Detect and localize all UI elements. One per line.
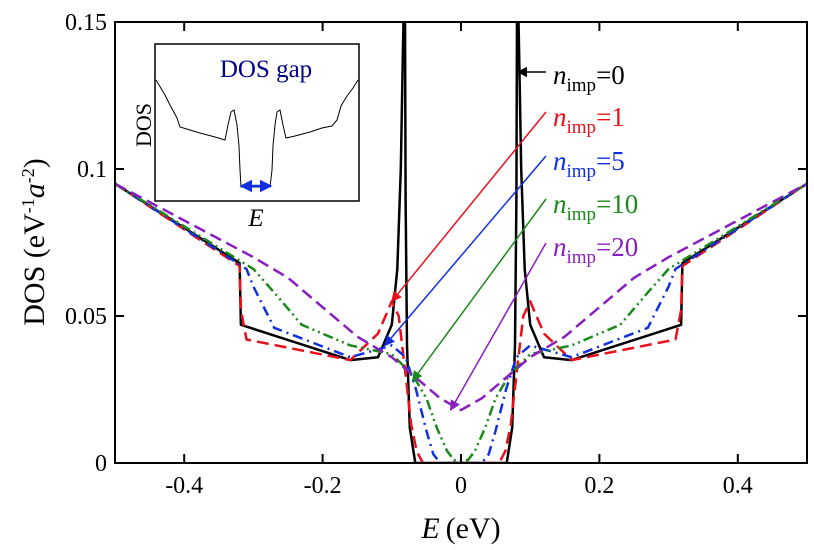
legend-label: nimp=20 <box>553 232 638 268</box>
series-line-n-imp-0 <box>115 22 807 463</box>
x-tick-labels: -0.4 -0.2 0 0.2 0.4 <box>165 473 753 499</box>
series-line-n-imp-20 <box>115 182 807 412</box>
legend-arrows <box>384 66 547 411</box>
y-tick-labels: 0 0.05 0.1 0.15 <box>65 10 107 477</box>
inset-title: DOS gap <box>220 56 312 83</box>
x-tick-label: -0.4 <box>165 473 203 499</box>
legend-var: n <box>553 146 567 176</box>
legend-arrow-n-imp-5 <box>384 155 547 347</box>
legend-sub: imp <box>567 161 597 182</box>
legend-label: nimp=5 <box>553 146 625 182</box>
legend-eq: =20 <box>596 232 638 262</box>
legend-sub: imp <box>567 75 597 96</box>
legend-sub: imp <box>567 117 597 138</box>
legend-arrow-n-imp-20 <box>449 242 547 411</box>
legend-var: n <box>553 60 567 90</box>
legend-label: nimp=10 <box>553 189 638 225</box>
legend-sub: imp <box>567 204 597 225</box>
y-tick-label: 0.15 <box>65 10 107 36</box>
x-axis-label: E (eV) <box>420 512 500 545</box>
legend-eq: =5 <box>596 146 625 176</box>
y-tick-label: 0.1 <box>77 157 107 183</box>
x-tick-label: 0.2 <box>584 473 614 499</box>
legend-sub: imp <box>567 247 597 268</box>
x-tick-label: 0 <box>455 473 467 499</box>
y-axis-label: DOS (eV-1a-2) <box>18 158 51 326</box>
legend-label: nimp=1 <box>553 102 625 138</box>
legend-var: n <box>553 189 567 219</box>
legend-eq: =10 <box>596 189 638 219</box>
inset: DOS gap DOS E <box>131 43 360 232</box>
x-tick-label: 0.4 <box>723 473 753 499</box>
legend-arrow-n-imp-1 <box>391 111 547 303</box>
inset-frame <box>154 43 360 202</box>
legend-var: n <box>553 102 567 132</box>
legend-eq: =0 <box>596 60 625 90</box>
series-line-n-imp-5 <box>115 182 807 463</box>
y-tick-label: 0.05 <box>65 304 107 330</box>
legend-arrow-n-imp-10 <box>411 198 547 382</box>
series-line-n-imp-10 <box>115 182 807 462</box>
inset-y-label: DOS <box>131 103 156 147</box>
x-tick-label: -0.2 <box>304 473 342 499</box>
ticks <box>115 21 807 464</box>
legend-var: n <box>553 232 567 262</box>
series-line-n-imp-1 <box>115 182 807 463</box>
legend-eq: =1 <box>596 102 625 132</box>
y-tick-label: 0 <box>95 451 107 477</box>
inset-x-label: E <box>247 205 263 232</box>
legend-label: nimp=0 <box>553 60 625 96</box>
